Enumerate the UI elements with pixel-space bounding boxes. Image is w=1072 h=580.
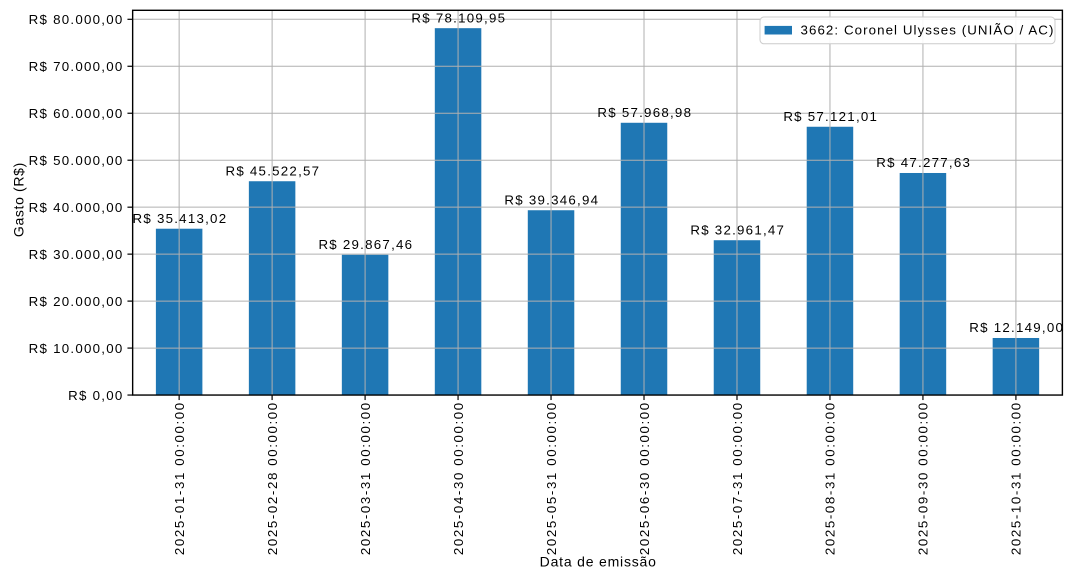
svg-text:R$ 57.121,01: R$ 57.121,01 <box>783 109 878 124</box>
svg-text:R$ 45.522,57: R$ 45.522,57 <box>225 163 320 178</box>
svg-text:2025-06-30 00:00:00: 2025-06-30 00:00:00 <box>637 401 652 555</box>
svg-text:2025-07-31 00:00:00: 2025-07-31 00:00:00 <box>730 401 745 555</box>
svg-text:2025-01-31 00:00:00: 2025-01-31 00:00:00 <box>172 401 187 555</box>
svg-text:R$ 78.109,95: R$ 78.109,95 <box>411 10 506 25</box>
svg-text:R$ 80.000,00: R$ 80.000,00 <box>29 12 124 27</box>
svg-text:R$ 0,00: R$ 0,00 <box>68 388 123 403</box>
svg-text:R$ 29.867,46: R$ 29.867,46 <box>318 237 413 252</box>
svg-text:R$ 35.413,02: R$ 35.413,02 <box>133 211 228 226</box>
svg-text:R$ 50.000,00: R$ 50.000,00 <box>29 153 124 168</box>
svg-text:2025-10-31 00:00:00: 2025-10-31 00:00:00 <box>1009 401 1024 555</box>
svg-text:R$ 57.968,98: R$ 57.968,98 <box>597 105 692 120</box>
svg-text:2025-08-31 00:00:00: 2025-08-31 00:00:00 <box>823 401 838 555</box>
svg-text:Data de emissão: Data de emissão <box>540 554 657 570</box>
svg-text:R$ 12.149,00: R$ 12.149,00 <box>969 320 1064 335</box>
svg-text:R$ 30.000,00: R$ 30.000,00 <box>29 247 124 262</box>
svg-text:R$ 40.000,00: R$ 40.000,00 <box>29 200 124 215</box>
svg-text:R$ 47.277,63: R$ 47.277,63 <box>876 155 971 170</box>
svg-text:2025-09-30 00:00:00: 2025-09-30 00:00:00 <box>916 401 931 555</box>
svg-text:2025-02-28 00:00:00: 2025-02-28 00:00:00 <box>265 401 280 555</box>
svg-text:R$ 39.346,94: R$ 39.346,94 <box>504 192 599 207</box>
svg-text:Gasto (R$): Gasto (R$) <box>11 162 27 237</box>
svg-text:R$ 20.000,00: R$ 20.000,00 <box>29 294 124 309</box>
svg-text:R$ 10.000,00: R$ 10.000,00 <box>29 341 124 356</box>
svg-text:R$ 32.961,47: R$ 32.961,47 <box>690 222 785 237</box>
svg-text:2025-04-30 00:00:00: 2025-04-30 00:00:00 <box>451 401 466 555</box>
svg-text:2025-03-31 00:00:00: 2025-03-31 00:00:00 <box>358 401 373 555</box>
svg-text:2025-05-31 00:00:00: 2025-05-31 00:00:00 <box>544 401 559 555</box>
svg-text:3662: Coronel Ulysses (UNIÃO /: 3662: Coronel Ulysses (UNIÃO / AC) <box>801 22 1055 37</box>
svg-text:R$ 60.000,00: R$ 60.000,00 <box>29 106 124 121</box>
svg-text:R$ 70.000,00: R$ 70.000,00 <box>29 59 124 74</box>
